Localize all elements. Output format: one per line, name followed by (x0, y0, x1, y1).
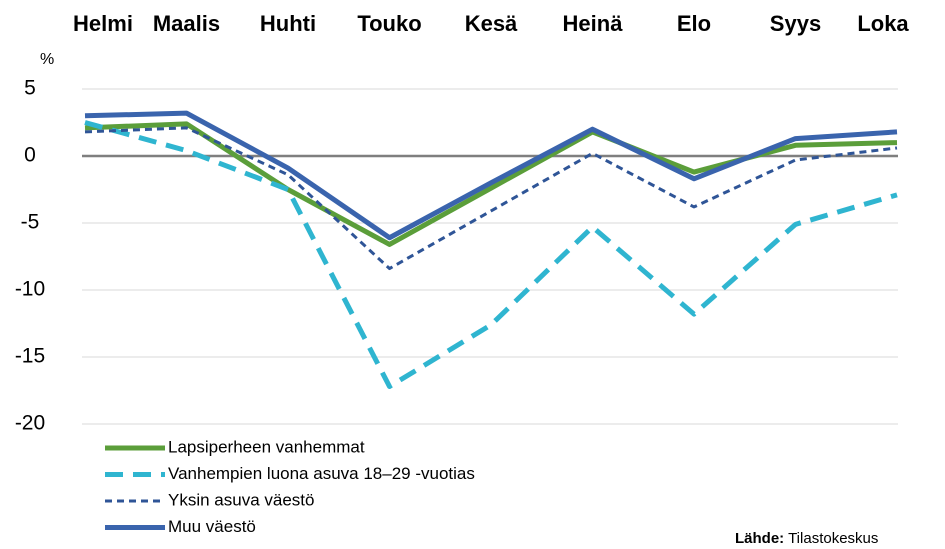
y-tick-label: -5 (21, 211, 40, 234)
series-line (84, 120, 898, 389)
source: Lähde: Tilastokeskus (735, 530, 878, 547)
x-tick-label: Syys (770, 11, 821, 36)
x-tick-label: Kesä (465, 11, 518, 36)
legend-label: Yksin asuva väestö (168, 490, 314, 509)
legend-label: Muu väestö (168, 517, 256, 536)
y-axis-label: % (40, 51, 54, 68)
x-tick-label: Heinä (563, 11, 624, 36)
series-line (84, 126, 898, 271)
source-text: Tilastokeskus (788, 530, 878, 547)
y-tick-label: 5 (24, 77, 36, 100)
y-tick-label: 0 (24, 144, 36, 167)
x-tick-label: Touko (357, 11, 421, 36)
x-tick-label: Helmi (73, 11, 133, 36)
x-tick-label: Elo (677, 11, 711, 36)
y-tick-label: -15 (15, 345, 45, 368)
y-tick-label: -20 (15, 412, 45, 435)
x-tick-label: Huhti (260, 11, 316, 36)
legend-label: Lapsiperheen vanhemmat (168, 437, 365, 456)
x-tick-label: Loka (857, 11, 909, 36)
series-line (84, 110, 898, 241)
x-tick-label: Maalis (153, 11, 220, 36)
legend-label: Vanhempien luona asuva 18–29 -vuotias (168, 464, 475, 483)
y-tick-label: -10 (15, 278, 45, 301)
source-label: Lähde: (735, 530, 784, 547)
